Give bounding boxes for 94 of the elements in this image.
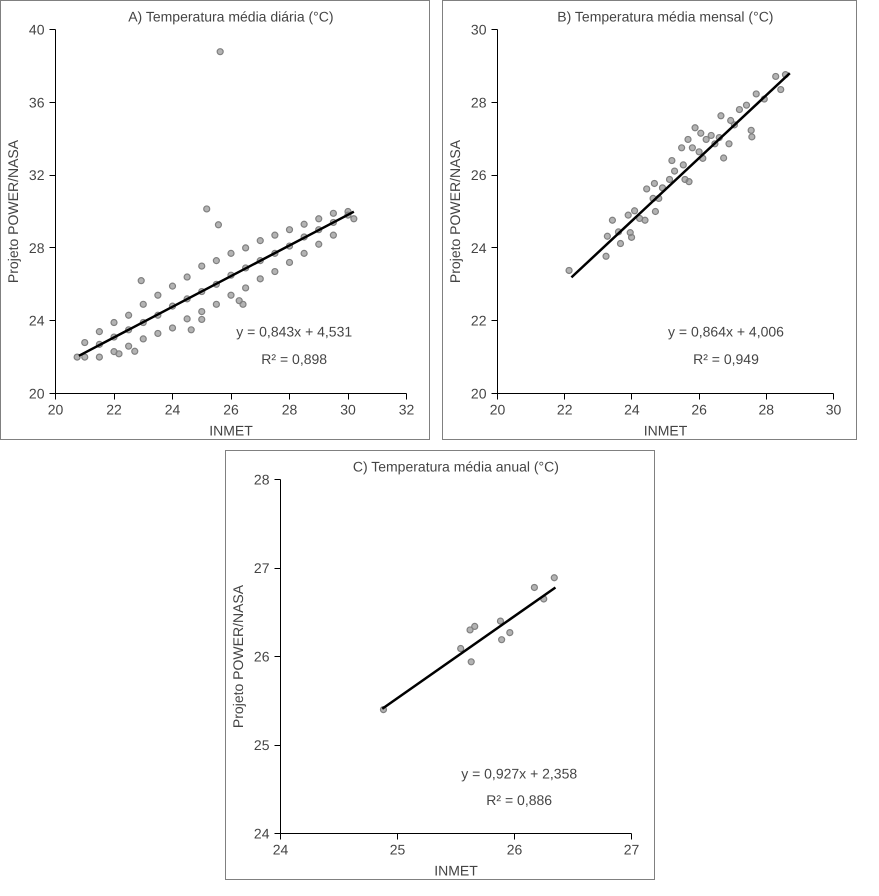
x-tick-label: 26 [691,402,708,418]
point [602,252,610,260]
y-tick-label: 40 [28,22,45,38]
point [708,132,715,140]
x-tick-label: 24 [272,842,288,858]
point [498,636,506,644]
y-tick-label: 27 [254,560,270,576]
point [616,240,624,248]
y-tick-label: 22 [470,312,487,329]
chart-title: C) Temperatura média anual (°C) [352,458,559,474]
y-tick-label: 28 [470,94,487,110]
point [565,266,573,274]
x-tick-label: 24 [624,402,640,418]
x-tick-label: 20 [48,402,64,418]
annotation: R² = 0,898 [261,350,328,367]
x-tick-label: 25 [390,842,406,858]
point [684,136,692,144]
point [550,574,558,582]
point [666,176,674,184]
x-tick-label: 26 [506,842,522,858]
point [748,126,755,134]
point [717,112,725,120]
point [772,72,780,80]
point [457,644,464,652]
annotation: y = 0,864x + 4,006 [668,324,784,340]
point [650,180,658,188]
point [608,216,616,224]
annotation: y = 0,843x + 4,531 [236,324,352,340]
y-tick-label: 24 [254,826,270,842]
point [748,133,756,140]
y-tick-label: 20 [470,386,487,402]
y-tick-label: 20 [28,386,45,402]
y-tick-label: 24 [470,240,487,256]
x-axis-title: INMET [644,422,688,438]
x-tick-label: 22 [556,402,573,418]
x-tick-label: 24 [164,402,180,418]
point [530,584,538,592]
annotation: y = 0,927x + 2,358 [461,765,578,782]
point [727,116,734,124]
point [680,161,687,168]
x-tick-label: 27 [624,842,640,858]
point [752,90,760,98]
point [496,618,504,625]
point [742,102,750,109]
chart-title: B) Temperatura média mensal (°C) [557,8,774,24]
point [628,234,636,241]
point [641,216,649,224]
y-tick-label: 26 [254,648,270,664]
point [691,124,699,132]
x-tick-label: 30 [340,402,356,418]
y-tick-label: 26 [470,167,487,184]
y-tick-label: 30 [470,22,487,38]
point [697,130,704,137]
point [725,140,733,148]
point [685,178,693,186]
point [688,144,696,152]
y-axis-title: Projeto POWER/NASA [446,139,463,284]
y-axis-title: Projeto POWER/NASA [4,139,21,284]
y-tick-label: 24 [28,312,45,329]
annotation: R² = 0,949 [693,350,760,367]
point [652,208,660,216]
x-axis-title: INMET [209,422,254,438]
point [643,185,650,193]
point [720,154,728,162]
y-tick-label: 36 [28,94,45,110]
point [506,629,514,636]
annotation: R² = 0,886 [486,792,552,808]
chart-title: A) Temperatura média diária (°C) [128,8,334,24]
point [736,106,744,114]
point [670,168,678,175]
y-axis-title: Projeto POWER/NASA [230,584,246,728]
point [702,136,710,144]
point [466,626,474,634]
point [668,156,676,164]
x-tick-label: 22 [106,402,122,418]
x-tick-label: 28 [758,402,774,418]
y-tick-label: 32 [28,167,45,184]
x-tick-label: 26 [223,402,239,418]
x-tick-label: 20 [490,402,506,418]
point [630,207,638,214]
point [604,232,611,240]
point [696,148,703,156]
x-axis-title: INMET [434,862,478,878]
y-tick-label: 28 [254,472,270,488]
point [777,86,784,94]
point [624,212,632,219]
x-tick-label: 32 [398,402,414,418]
y-tick-label: 28 [28,240,45,256]
x-tick-label: 28 [282,402,298,418]
point [468,658,475,666]
point [471,622,478,630]
point [678,144,686,152]
y-tick-label: 25 [254,737,270,753]
x-tick-label: 30 [826,402,842,418]
